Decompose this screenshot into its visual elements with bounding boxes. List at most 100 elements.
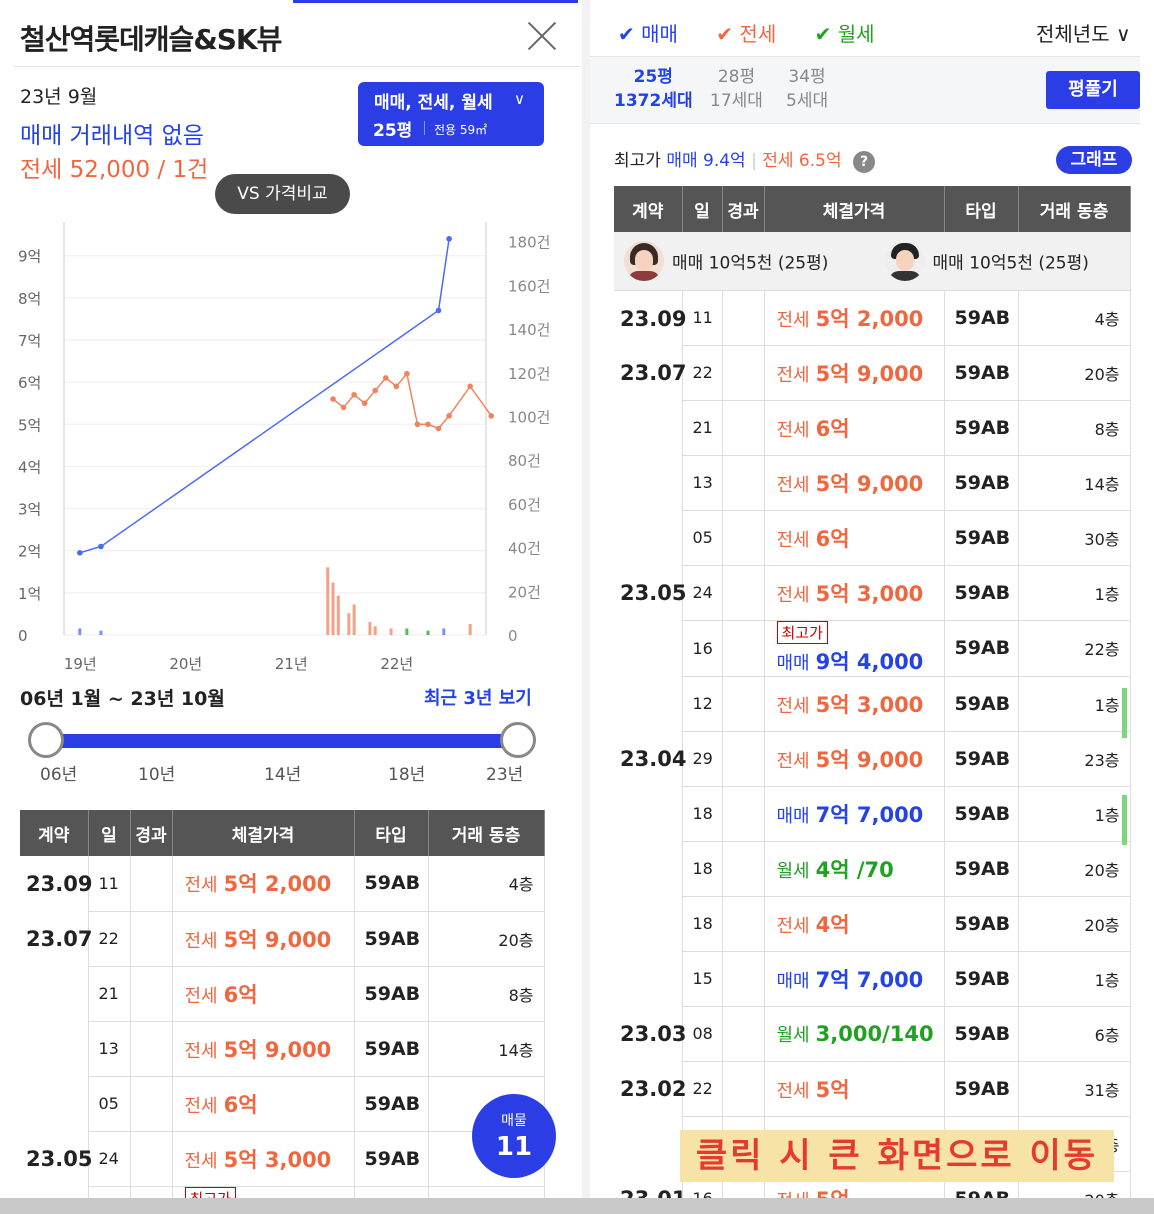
trade-amount: 3,000/140: [815, 1021, 934, 1046]
y-tick-label: 1억: [18, 585, 41, 603]
price-cell: 매매 7억 7,000: [764, 786, 945, 842]
unit-type: 59AB: [944, 841, 1019, 897]
col-header[interactable]: 경과: [130, 810, 173, 856]
floor-cell: 14층: [1018, 455, 1131, 511]
data-point: [77, 550, 83, 556]
listings-count: 11: [495, 1132, 533, 1162]
table-row[interactable]: 13 전세 5억 9,000 59AB 14층: [20, 1021, 545, 1077]
floor-cell: 6층: [1018, 1006, 1131, 1062]
col-header[interactable]: 경과: [722, 186, 765, 232]
pyung-expand-button[interactable]: 평풀기: [1046, 71, 1140, 109]
y-tick-label: 6억: [18, 374, 41, 392]
table-row[interactable]: 23.07 22 전세 5억 9,000 59AB 20층: [20, 911, 545, 1131]
agent-avatar: [624, 240, 664, 281]
jeonse-summary: 전세 52,000 / 1건: [20, 157, 209, 183]
col-header[interactable]: 타입: [944, 186, 1019, 232]
col-header[interactable]: 거래 동층: [1018, 186, 1131, 232]
table-row[interactable]: 12 전세 5억 3,000 59AB 1층: [614, 676, 1131, 732]
table-row[interactable]: 18 전세 4억 59AB 20층: [614, 896, 1131, 952]
elapsed-cell: [722, 731, 765, 787]
trade-kind: 매매: [776, 652, 810, 674]
table-row[interactable]: 23.04 29 전세 5억 9,000 59AB 23층: [614, 731, 1131, 1006]
help-icon[interactable]: ?: [853, 151, 875, 173]
enlarge-notice[interactable]: 클릭 시 큰 화면으로 이동: [680, 1130, 1114, 1182]
pyung-option[interactable]: 28평 17세대: [710, 65, 763, 113]
table-row[interactable]: 23.09 11 전세 5억 2,000 59AB 4층: [614, 290, 1131, 346]
col-header[interactable]: 일: [88, 810, 131, 856]
contract-month: 23.04: [614, 731, 686, 1006]
slider-end-handle[interactable]: [500, 722, 536, 758]
trade-kind: 전세: [184, 1040, 218, 1062]
floor-cell: 8층: [1018, 400, 1131, 456]
pyung-option[interactable]: 34평 5세대: [786, 65, 828, 113]
table-row[interactable]: 15 매매 7억 7,000 59AB 1층: [614, 951, 1131, 1007]
col-header[interactable]: 타입: [354, 810, 429, 856]
price-cell: 전세 4억: [764, 896, 945, 952]
table-row[interactable]: 23.02 22 전세 5억 59AB 31층: [614, 1061, 1131, 1171]
price-cell: 전세 5억 3,000: [764, 676, 945, 732]
tab-mae[interactable]: ✔ 매매: [618, 22, 694, 46]
price-cell: 전세 5억 2,000: [172, 856, 355, 912]
data-point: [435, 307, 442, 314]
trade-amount: 9억 4,000: [815, 649, 924, 674]
listings-button[interactable]: 매물 11: [472, 1094, 556, 1178]
price-cell: 월세 4억 /70: [764, 841, 945, 897]
year-select[interactable]: 전체년도 ∨: [1036, 18, 1131, 47]
data-point: [340, 404, 347, 411]
contract-day: 11: [88, 856, 131, 912]
table-row[interactable]: 23.09 11 전세 5억 2,000 59AB 4층: [20, 856, 545, 912]
contract-day: 13: [682, 455, 723, 511]
unit-type: 59AB: [354, 966, 429, 1022]
table-row[interactable]: 21 전세 6억 59AB 8층: [614, 400, 1131, 456]
data-point: [446, 236, 452, 242]
table-row[interactable]: 13 전세 5억 9,000 59AB 14층: [614, 455, 1131, 511]
volume-bar: [373, 626, 377, 635]
horizontal-scrollbar[interactable]: [0, 1198, 1154, 1214]
price-cell: 전세 5억 9,000: [172, 1021, 355, 1077]
price-cell: 월세 3,000/140: [764, 1006, 945, 1062]
col-header[interactable]: 계약: [614, 186, 683, 232]
floor-cell: 1층: [1018, 565, 1131, 621]
col-header[interactable]: 체결가격: [172, 810, 355, 856]
vs-compare-button[interactable]: VS 가격비교: [215, 174, 350, 214]
trade-kind: 전세: [776, 309, 810, 331]
filter-dropdown[interactable]: 매매, 전세, 월세 ∨ 25평 전용 59㎡: [358, 82, 544, 146]
contract-day: 22: [88, 911, 131, 967]
agent-ad-row[interactable]: 매매 10억5천 (25평) 매매 10억5천 (25평): [614, 232, 1131, 291]
close-icon[interactable]: [526, 20, 558, 52]
col-header[interactable]: 일: [682, 186, 723, 232]
data-point: [446, 413, 452, 419]
col-header[interactable]: 거래 동층: [428, 810, 545, 856]
col-header[interactable]: 체결가격: [764, 186, 945, 232]
elapsed-cell: [722, 345, 765, 401]
agent-avatar: [884, 240, 925, 281]
trade-amount: 5억 9,000: [815, 747, 924, 772]
slider-start-handle[interactable]: [28, 722, 64, 758]
trade-amount: 5억 3,000: [815, 692, 924, 717]
pyung-bar: 25평 1372세대 28평 17세대 34평 5세대 평풀기: [590, 56, 1140, 124]
pyung-option[interactable]: 25평 1372세대: [614, 65, 693, 113]
period-slider-track[interactable]: [46, 734, 520, 748]
table-row[interactable]: 21 전세 6억 59AB 8층: [20, 966, 545, 1022]
graph-button[interactable]: 그래프: [1056, 146, 1132, 174]
table-row[interactable]: 18 월세 4억 /70 59AB 20층: [614, 841, 1131, 897]
volume-bar: [78, 628, 82, 635]
tab-wol[interactable]: ✔ 월세: [815, 22, 891, 46]
contract-month: 23.05: [614, 565, 686, 731]
table-row[interactable]: 18 매매 7억 7,000 59AB 1층: [614, 786, 1131, 842]
price-chart: 0 1억 2억 3억 4억 5억 6억 7억 8억 9억 0 20건 40건 60건 80건 100건 120건…: [18, 222, 550, 673]
complex-title: 철산역롯데캐슬&SK뷰: [20, 23, 282, 56]
table-row[interactable]: 23.07 22 전세 5억 9,000 59AB 20층: [614, 345, 1131, 565]
volume-bar: [389, 628, 393, 635]
tab-jeon[interactable]: ✔ 전세: [716, 22, 792, 46]
y2-tick-label: 40건: [508, 540, 541, 558]
col-header[interactable]: 계약: [20, 810, 89, 856]
recent-3yr-link[interactable]: 최근 3년 보기: [424, 688, 532, 709]
table-row[interactable]: 23.03 08 월세 3,000/140 59AB 6층: [614, 1006, 1131, 1062]
